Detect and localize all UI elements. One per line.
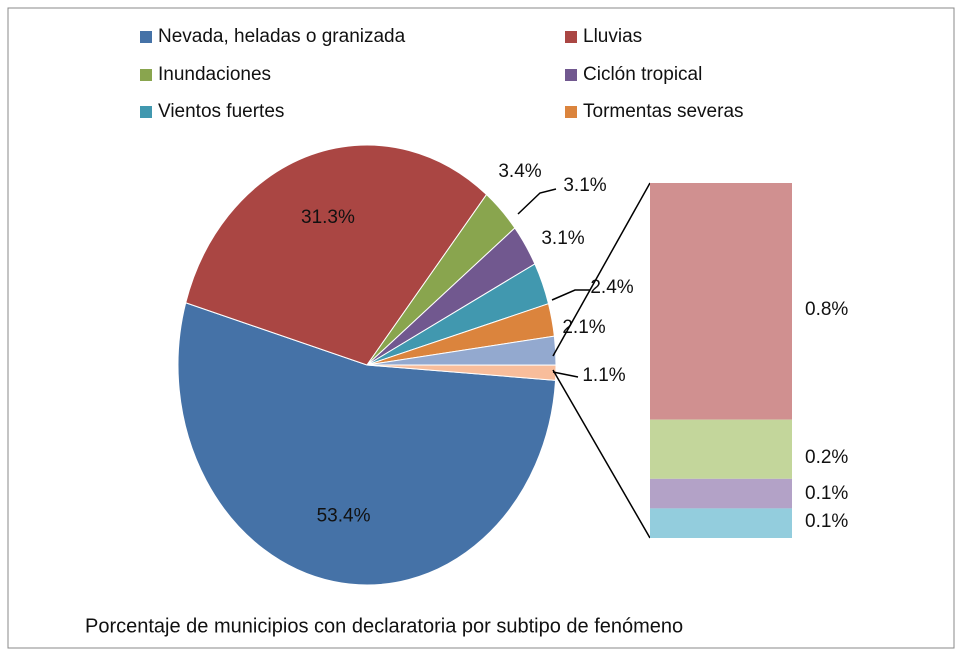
leader-line [552, 371, 579, 378]
legend-swatch [565, 31, 577, 43]
bar-segment [650, 183, 792, 420]
legend-label: Tormentas severas [583, 101, 744, 122]
legend-label: Lluvias [583, 26, 642, 47]
data-label: 0.1% [805, 483, 848, 504]
leader-line [517, 188, 557, 215]
legend-swatch [140, 69, 152, 81]
legend-label: Vientos fuertes [158, 101, 284, 122]
chart-frame [7, 7, 955, 649]
data-label: 1.1% [582, 365, 625, 386]
bar-segment [650, 508, 792, 538]
legend-label: Nevada, heladas o granizada [158, 26, 406, 47]
legend-swatch [140, 31, 152, 43]
data-label: 31.3% [301, 207, 355, 228]
connector-line [552, 182, 651, 357]
chart-title: Porcentaje de municipios con declaratori… [85, 615, 683, 637]
data-label: 2.4% [590, 277, 633, 298]
leader-line [551, 289, 590, 301]
legend-swatch [140, 106, 152, 118]
data-label: 3.1% [563, 175, 606, 196]
bar-segment [650, 419, 792, 479]
data-label: 3.4% [498, 161, 541, 182]
data-label: 0.2% [805, 447, 848, 468]
connector-line [552, 369, 651, 539]
data-label: 0.1% [805, 511, 848, 532]
pie-slice [185, 144, 488, 366]
legend-label: Inundaciones [158, 64, 271, 85]
legend-swatch [565, 69, 577, 81]
bar-segment [650, 478, 792, 509]
data-label: 0.8% [805, 299, 848, 320]
data-label: 2.1% [562, 317, 605, 338]
legend-swatch [565, 106, 577, 118]
pie-slice [177, 302, 557, 586]
legend-label: Ciclón tropical [583, 64, 702, 85]
data-label: 3.1% [541, 228, 584, 249]
data-label: 53.4% [317, 506, 371, 527]
